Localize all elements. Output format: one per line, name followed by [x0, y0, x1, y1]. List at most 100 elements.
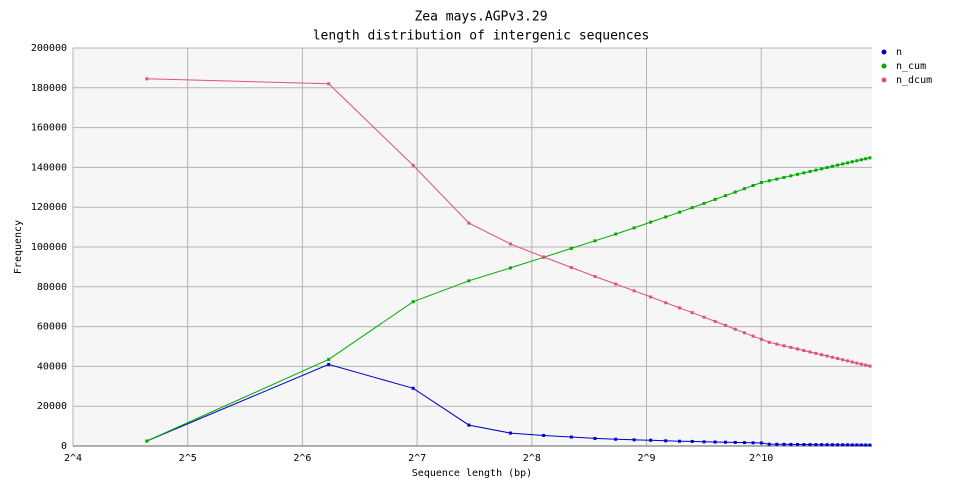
data-point: [850, 160, 854, 164]
x-tick-label: 2^6: [293, 453, 311, 464]
data-point: [327, 357, 331, 361]
data-point: [690, 311, 694, 315]
legend-marker: [881, 49, 887, 55]
data-point: [855, 159, 859, 163]
data-point: [855, 443, 859, 447]
data-point: [569, 435, 573, 439]
data-point: [542, 255, 546, 259]
data-point: [802, 349, 806, 353]
data-point: [841, 162, 845, 166]
y-tick-label: 200000: [31, 43, 67, 54]
legend-marker: [881, 77, 887, 83]
data-point: [836, 443, 840, 447]
data-point: [467, 221, 471, 225]
data-point: [649, 438, 653, 442]
data-point: [846, 359, 850, 363]
data-point: [759, 181, 763, 185]
y-tick-label: 100000: [31, 242, 67, 253]
data-point: [836, 163, 840, 167]
data-point: [820, 443, 824, 447]
data-point: [789, 442, 793, 446]
data-point: [767, 179, 771, 183]
data-point: [145, 439, 149, 443]
data-point: [327, 82, 331, 86]
data-point: [678, 439, 682, 443]
data-point: [632, 226, 636, 230]
data-point: [751, 334, 755, 338]
data-point: [664, 215, 668, 219]
data-point: [868, 156, 872, 160]
data-point: [542, 433, 546, 437]
y-tick-label: 140000: [31, 162, 67, 173]
data-point: [864, 157, 868, 161]
data-point: [593, 239, 597, 243]
data-point: [327, 362, 331, 366]
data-point: [850, 443, 854, 447]
data-point: [467, 279, 471, 283]
legend-label: n: [896, 47, 902, 58]
data-point: [733, 440, 737, 444]
data-point: [802, 443, 806, 447]
data-point: [649, 295, 653, 299]
x-tick-label: 2^4: [64, 453, 82, 464]
data-point: [850, 360, 854, 364]
data-point: [690, 439, 694, 443]
data-point: [864, 363, 868, 367]
data-point: [702, 440, 706, 444]
data-point: [802, 171, 806, 175]
series-line: [146, 78, 871, 367]
chart-title: Zea mays.AGPv3.29: [414, 10, 547, 25]
data-point: [825, 354, 829, 358]
data-point: [632, 289, 636, 293]
data-point: [569, 246, 573, 250]
data-point: [775, 442, 779, 446]
data-point: [467, 423, 471, 427]
data-point: [864, 443, 868, 447]
data-point: [782, 175, 786, 179]
series-line: [146, 363, 870, 446]
data-point: [508, 431, 512, 435]
data-point: [723, 323, 727, 327]
data-point: [814, 443, 818, 447]
data-point: [723, 440, 727, 444]
data-point: [411, 386, 415, 390]
data-point: [859, 158, 863, 162]
data-point: [859, 443, 863, 447]
data-point: [855, 361, 859, 365]
x-tick-label: 2^8: [523, 453, 541, 464]
data-point: [713, 440, 717, 444]
data-point: [593, 436, 597, 440]
data-point: [767, 340, 771, 344]
data-point: [702, 201, 706, 205]
y-tick-label: 40000: [37, 361, 67, 372]
data-point: [814, 351, 818, 355]
y-tick-label: 80000: [37, 282, 67, 293]
data-point: [859, 362, 863, 366]
data-point: [820, 353, 824, 357]
x-tick-label: 2^10: [749, 453, 773, 464]
data-point: [808, 350, 812, 354]
legend-label: n_dcum: [896, 75, 932, 86]
data-point: [795, 172, 799, 176]
data-point: [841, 358, 845, 362]
data-point: [649, 220, 653, 224]
data-point: [690, 206, 694, 210]
data-point: [614, 282, 618, 286]
data-point: [808, 443, 812, 447]
data-point: [830, 443, 834, 447]
series-line: [146, 157, 871, 442]
data-point: [830, 355, 834, 359]
data-point: [614, 232, 618, 236]
data-point: [702, 315, 706, 319]
data-point: [508, 242, 512, 246]
chart-subtitle: length distribution of intergenic sequen…: [313, 29, 650, 44]
data-point: [789, 345, 793, 349]
y-tick-label: 160000: [31, 123, 67, 134]
x-tick-label: 2^5: [179, 453, 197, 464]
data-point: [678, 210, 682, 214]
data-point: [759, 441, 763, 445]
y-tick-label: 0: [61, 441, 67, 452]
data-point: [759, 337, 763, 341]
y-tick-label: 120000: [31, 202, 67, 213]
